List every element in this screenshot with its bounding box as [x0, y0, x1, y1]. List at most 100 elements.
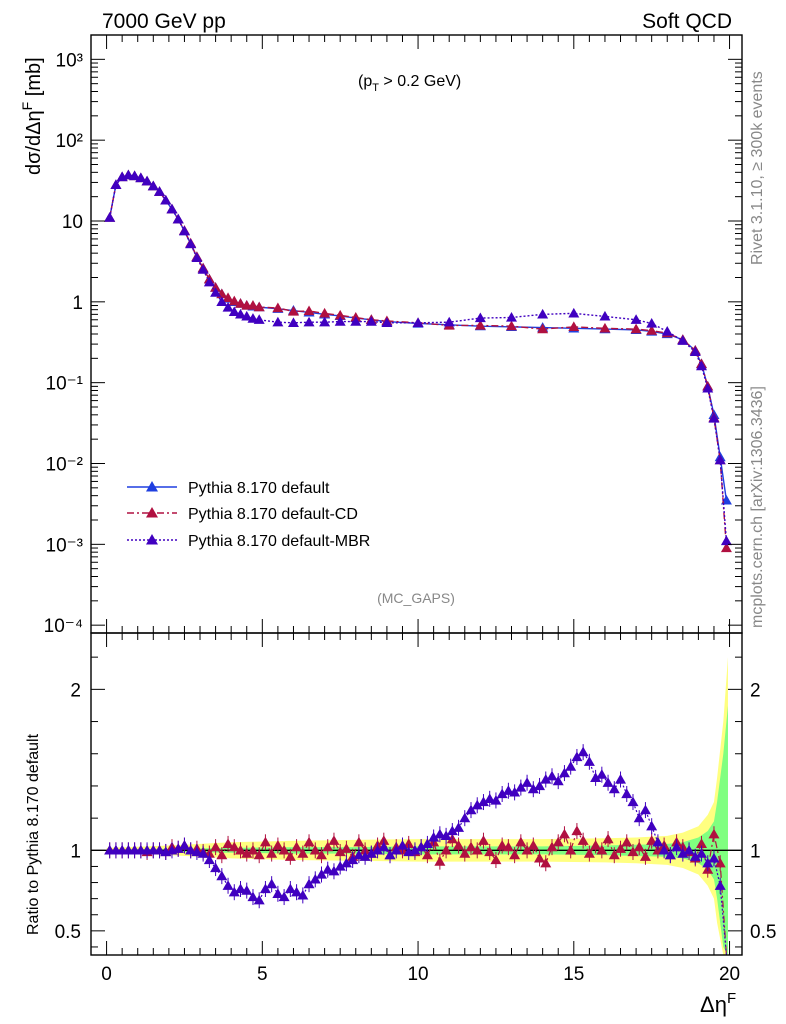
main-y-label-unit: [mb] — [23, 57, 45, 101]
main-series-marker — [228, 295, 240, 306]
main-series-marker — [185, 238, 197, 249]
cut-annotation-rest: > 0.2 GeV) — [379, 73, 461, 90]
main-series-marker — [319, 316, 331, 327]
ratio-series-marker — [646, 820, 658, 831]
ratio-series-marker — [284, 883, 296, 894]
ratio-series-marker — [608, 783, 620, 794]
ratio-series-marker — [353, 849, 365, 860]
ratio-series-marker — [702, 857, 714, 868]
main-series-marker — [506, 312, 518, 322]
ratio-series-marker — [552, 775, 564, 786]
ratio-series-marker — [203, 854, 215, 865]
ratio-series-marker — [484, 846, 496, 857]
ratio-series-marker — [309, 844, 321, 855]
main-series-marker — [235, 298, 247, 308]
ratio-series-marker — [272, 840, 284, 850]
main-series-marker — [334, 316, 346, 326]
ratio-series-marker — [340, 843, 352, 853]
main-series-marker — [272, 316, 284, 327]
ratio-series-marker — [353, 836, 365, 847]
main-series-marker — [661, 325, 673, 336]
main-series-marker — [129, 170, 141, 181]
main-series-marker — [599, 322, 611, 333]
main-series-marker — [381, 317, 393, 327]
main-series-line — [109, 174, 728, 542]
main-series-marker — [287, 317, 299, 327]
ratio-series-marker — [440, 830, 452, 840]
y-tick-label-ratio: 1 — [70, 841, 81, 862]
main-series-marker — [166, 203, 178, 214]
main-series-marker — [474, 319, 486, 330]
ratio-series-marker — [471, 799, 483, 810]
ratio-series-marker — [216, 849, 228, 860]
ratio-series-marker — [328, 835, 340, 845]
ratio-series-marker — [484, 793, 496, 803]
main-series-marker — [720, 542, 732, 553]
ratio-series-marker — [359, 851, 371, 861]
ratio-band-inner — [106, 705, 728, 955]
ratio-series-marker — [453, 840, 465, 850]
main-series-marker — [350, 316, 362, 326]
cut-annotation: (pT > 0.2 GeV) — [358, 73, 461, 94]
ratio-series-marker — [315, 869, 327, 879]
ratio-series-marker — [490, 794, 502, 805]
header-right: Soft QCD — [642, 10, 732, 33]
legend-entry: Pythia 8.170 default — [188, 480, 330, 497]
main-series-marker — [247, 313, 259, 323]
ratio-series-marker — [633, 812, 645, 823]
ratio-series-marker — [496, 840, 508, 850]
analysis-label: (MC_GAPS) — [377, 590, 455, 606]
ratio-series-marker — [178, 840, 190, 850]
y-tick-label-main: 10³ — [56, 50, 83, 71]
ratio-series-marker — [278, 891, 290, 902]
main-series-marker — [303, 316, 315, 327]
ratio-series-marker — [502, 841, 514, 852]
ratio-series-marker — [639, 804, 651, 815]
main-series-marker — [412, 317, 424, 327]
ratio-series-marker — [515, 836, 527, 847]
y-tick-label-main: 10⁻³ — [46, 535, 84, 556]
ratio-series-marker — [496, 788, 508, 799]
main-series-marker — [365, 316, 377, 326]
ratio-series-marker — [477, 835, 489, 845]
ratio-y-label: Ratio to Pythia 8.170 default — [25, 733, 42, 935]
ratio-series-marker — [540, 857, 552, 868]
ratio-series-marker — [415, 841, 427, 852]
ratio-series-marker — [540, 774, 552, 784]
ratio-series-marker — [621, 836, 633, 847]
ratio-series-marker — [403, 838, 415, 849]
main-series-marker — [235, 308, 247, 319]
main-series-marker — [147, 180, 159, 191]
ratio-series-marker — [596, 844, 608, 855]
y-tick-label-ratio-right: 1 — [750, 841, 761, 862]
ratio-series-marker — [421, 838, 433, 849]
ratio-series-marker — [583, 848, 595, 858]
main-series-marker — [334, 309, 346, 320]
main-series-marker — [247, 300, 259, 310]
ratio-series-marker — [446, 825, 458, 836]
ratio-series-marker — [627, 796, 639, 807]
ratio-series-marker — [328, 865, 340, 876]
ratio-series-marker — [235, 844, 247, 855]
main-series-marker — [287, 305, 299, 316]
ratio-series-marker — [558, 828, 570, 839]
ratio-series-marker — [185, 844, 197, 855]
ratio-series-marker — [266, 848, 278, 858]
ratio-series-marker — [216, 870, 228, 881]
x-tick-label: 15 — [563, 964, 584, 985]
ratio-series-marker — [154, 844, 166, 855]
main-series-marker — [646, 317, 658, 328]
ratio-series-marker — [197, 848, 209, 858]
ratio-series-marker — [708, 828, 720, 839]
ratio-series-marker — [347, 854, 359, 865]
ratio-series-marker — [615, 843, 627, 853]
ratio-series-marker — [515, 782, 527, 792]
main-series-marker — [506, 320, 518, 331]
ratio-series-marker — [421, 849, 433, 860]
ratio-series-marker — [527, 783, 539, 794]
ratio-series-marker — [527, 840, 539, 850]
ratio-series-marker — [465, 841, 477, 852]
ratio-series-marker — [210, 841, 222, 852]
ratio-series-marker — [565, 761, 577, 771]
y-tick-label-ratio: 2 — [70, 680, 81, 701]
